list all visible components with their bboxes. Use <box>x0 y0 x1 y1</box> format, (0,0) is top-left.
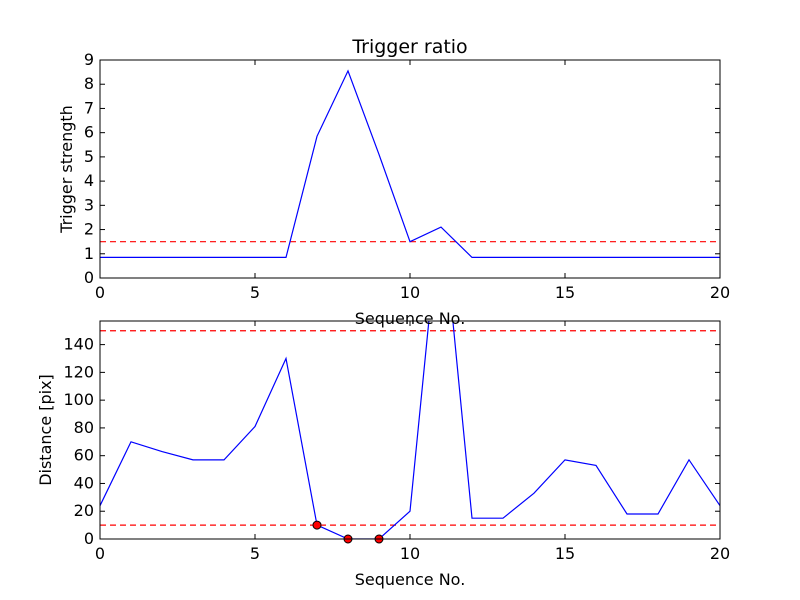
x-tick-label: 10 <box>400 544 420 563</box>
y-tick-label: 100 <box>63 390 94 409</box>
x-axis-label: Sequence No. <box>355 570 466 589</box>
y-tick-label: 9 <box>84 50 94 69</box>
x-axis-label: Sequence No. <box>355 309 466 328</box>
series-line <box>100 321 720 539</box>
y-tick-label: 3 <box>84 195 94 214</box>
y-tick-label: 8 <box>84 74 94 93</box>
y-tick-label: 140 <box>63 335 94 354</box>
y-tick-label: 0 <box>84 268 94 287</box>
y-tick-label: 5 <box>84 147 94 166</box>
y-tick-label: 40 <box>74 473 94 492</box>
y-tick-label: 20 <box>74 501 94 520</box>
series-line <box>100 69 720 259</box>
x-tick-label: 5 <box>250 544 260 563</box>
trigger-ratio-chart: Trigger ratio Trigger strength 0 5 10 15 200… <box>57 36 730 302</box>
x-tick-label: 15 <box>555 544 575 563</box>
x-tick-label: 20 <box>710 544 730 563</box>
y-tick-label: 2 <box>84 220 94 239</box>
x-tick-label: 5 <box>250 283 260 302</box>
y-axis-label: Distance [pix] <box>36 374 55 486</box>
chart-title: Trigger ratio <box>351 36 467 58</box>
data-point-marker <box>312 520 322 530</box>
y-tick-label: 6 <box>84 123 94 142</box>
distance-chart: Sequence No. Distance [pix] 0 5 10 15 20 0 20 4… <box>36 320 730 589</box>
x-tick-label: 10 <box>400 283 420 302</box>
y-tick-label: 60 <box>74 446 94 465</box>
x-tick-label: 15 <box>555 283 575 302</box>
y-tick-label: 120 <box>63 362 94 381</box>
y-tick-label: 1 <box>84 244 94 263</box>
y-tick-label: 0 <box>84 529 94 548</box>
y-axis-label: Trigger strength <box>57 105 76 234</box>
y-tick-label: 4 <box>84 171 94 190</box>
y-tick-label: 7 <box>84 98 94 117</box>
y-tick-label: 80 <box>74 418 94 437</box>
x-tick-label: 20 <box>710 283 730 302</box>
x-tick-label: 0 <box>95 544 105 563</box>
x-tick-label: 0 <box>95 283 105 302</box>
plot-frame <box>99 59 721 279</box>
